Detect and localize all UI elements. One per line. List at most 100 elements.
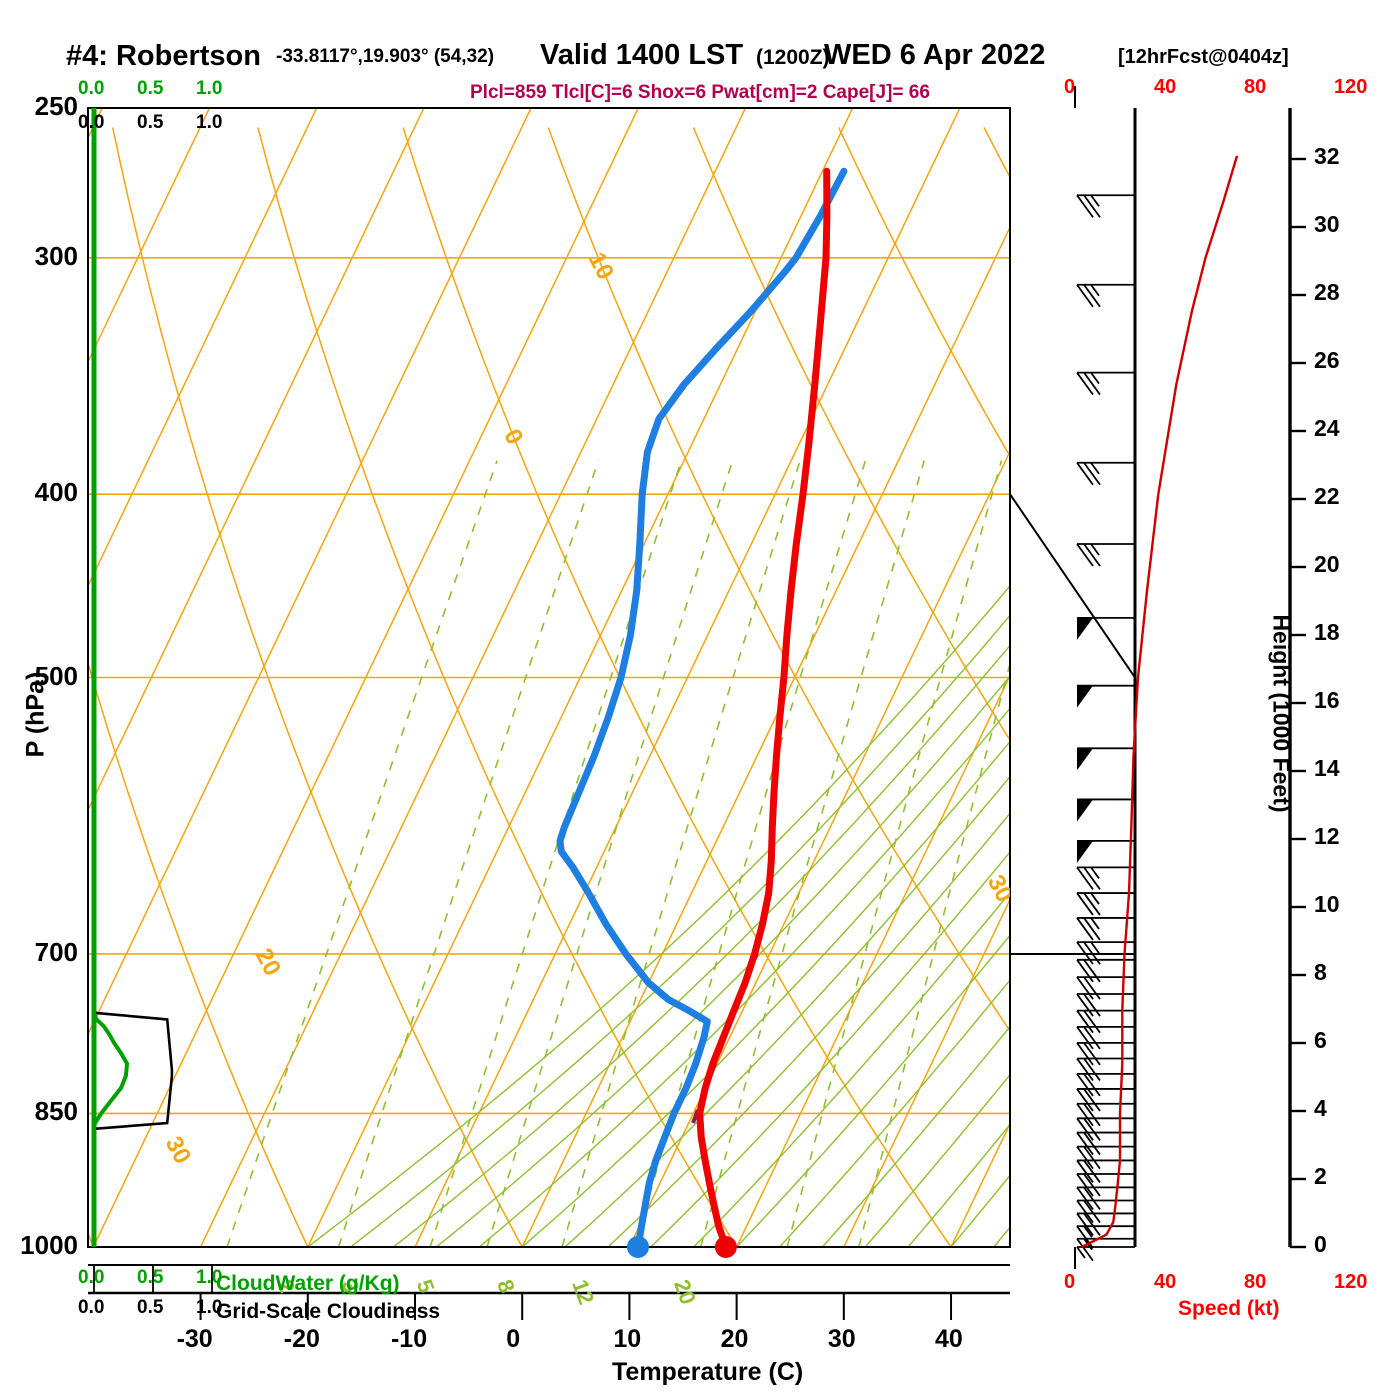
barb-full-10kt bbox=[1076, 917, 1094, 941]
barb-full-10kt bbox=[1076, 1010, 1094, 1034]
gridscale-axis-label: Grid-Scale Cloudiness bbox=[216, 1300, 441, 1323]
barb-full-10kt bbox=[1076, 993, 1094, 1017]
wind-barb bbox=[1076, 371, 1135, 396]
wind-barb bbox=[1076, 917, 1135, 941]
moist-adiabat-line bbox=[564, 775, 1010, 1247]
barb-full-10kt bbox=[1076, 1159, 1094, 1183]
valid-time: Valid 1400 LST bbox=[540, 39, 744, 71]
temperature-tick-label: -20 bbox=[283, 1325, 320, 1353]
wind-barb bbox=[1076, 1072, 1135, 1097]
isotherm-line bbox=[88, 108, 532, 1036]
barb-flag-50kt bbox=[1077, 685, 1093, 708]
wind-barb bbox=[1076, 1088, 1135, 1112]
gridscale-tick-label-top: 1.0 bbox=[196, 112, 223, 133]
moist-adiabat-line bbox=[521, 740, 1010, 1247]
barb-full-10kt bbox=[1076, 1173, 1094, 1197]
mixing-ratio-value-label: 12 bbox=[567, 1276, 599, 1308]
height-tick-label: 22 bbox=[1314, 483, 1340, 509]
mixing-ratio-line bbox=[561, 460, 801, 1247]
barb-full-10kt bbox=[1083, 1057, 1101, 1082]
wind-barb bbox=[1076, 1026, 1135, 1050]
wind-barb bbox=[1076, 866, 1135, 890]
barb-half-5kt bbox=[1090, 543, 1100, 556]
barb-half-5kt bbox=[1090, 941, 1100, 954]
barb-full-10kt bbox=[1083, 866, 1101, 890]
height-tick-label: 2 bbox=[1314, 1163, 1327, 1189]
barb-full-10kt bbox=[1076, 1212, 1094, 1236]
barb-full-10kt bbox=[1076, 1225, 1094, 1249]
barb-full-10kt bbox=[1076, 372, 1094, 396]
pressure-tick-label: 1000 bbox=[20, 1230, 78, 1260]
barb-flag-50kt bbox=[1077, 748, 1093, 771]
temperature-tick-label: 40 bbox=[935, 1325, 963, 1353]
wind-barb bbox=[1076, 1041, 1135, 1066]
gridscale-tick-label-bottom: 0.5 bbox=[137, 1297, 164, 1318]
barb-full-10kt bbox=[1083, 892, 1101, 916]
dry-adiabat-line bbox=[402, 127, 952, 1247]
barb-full-10kt bbox=[1083, 1117, 1101, 1141]
speed-tick-label-bottom: 120 bbox=[1334, 1271, 1368, 1293]
isotherm-value-label: 0 bbox=[498, 425, 528, 449]
barb-half-5kt bbox=[1090, 284, 1100, 297]
barb-half-5kt bbox=[1090, 372, 1100, 385]
isotherm-value-label: 30 bbox=[982, 870, 1018, 906]
wind-barb bbox=[1077, 616, 1135, 640]
wind-barb bbox=[1076, 194, 1135, 218]
barb-full-10kt bbox=[1083, 1088, 1101, 1112]
wind-barb bbox=[1076, 1186, 1135, 1210]
moist-adiabat-line bbox=[907, 1123, 1010, 1247]
isotherm-line bbox=[843, 897, 1010, 1247]
height-tick-label: 4 bbox=[1314, 1095, 1327, 1121]
barb-full-10kt bbox=[1083, 1159, 1101, 1183]
isotherm-line bbox=[92, 108, 639, 1247]
barb-full-10kt bbox=[1083, 1212, 1101, 1236]
mixing-ratio-value-label: 20 bbox=[669, 1276, 701, 1308]
cloudwater-tick-label-bottom: 1.0 bbox=[196, 1267, 223, 1288]
barb-full-10kt bbox=[1076, 284, 1094, 308]
gridscale-cloudiness-curve bbox=[92, 954, 174, 1247]
wind-barb bbox=[1076, 1131, 1135, 1156]
cloudwater-tick-label-bottom: 0.0 bbox=[78, 1267, 105, 1288]
wind-barb bbox=[1076, 283, 1135, 308]
gridscale-tick-label-top: 0.0 bbox=[78, 112, 105, 133]
dry-adiabat-line bbox=[257, 127, 738, 1247]
barb-full-10kt bbox=[1083, 1132, 1101, 1156]
barb-full-10kt bbox=[1083, 194, 1101, 218]
barb-half-5kt bbox=[1090, 892, 1100, 905]
mixing-ratio-line bbox=[226, 460, 498, 1247]
barb-half-5kt bbox=[1090, 462, 1100, 475]
cloudwater-curve bbox=[92, 108, 130, 1247]
dry-adiabat-line bbox=[692, 127, 1010, 742]
moist-adiabat-line bbox=[435, 675, 1010, 1247]
mixing-ratio-line bbox=[429, 460, 683, 1247]
barb-full-10kt bbox=[1083, 462, 1101, 486]
barb-full-10kt bbox=[1083, 917, 1101, 941]
cloudwater-tick-label-top: 0.5 bbox=[137, 78, 164, 99]
barb-full-10kt bbox=[1083, 1186, 1101, 1210]
mixing-ratio-line bbox=[858, 660, 1010, 1247]
mixing-ratio-line bbox=[786, 460, 1003, 1247]
barb-full-10kt bbox=[1076, 866, 1094, 890]
barb-full-10kt bbox=[1083, 1010, 1101, 1034]
speed-tick-label-bottom: 40 bbox=[1154, 1271, 1177, 1293]
pressure-tick-label: 250 bbox=[34, 91, 78, 121]
temperature-tick-label: 30 bbox=[827, 1325, 856, 1353]
sounding-curves bbox=[556, 167, 848, 1247]
barb-full-10kt bbox=[1076, 1132, 1094, 1156]
surface-markers bbox=[626, 1236, 737, 1258]
dry-adiabat-line bbox=[88, 660, 309, 1247]
isotherm-line bbox=[521, 225, 1010, 1247]
barb-full-10kt bbox=[1076, 976, 1094, 1000]
mixing-ratio-line bbox=[699, 460, 925, 1247]
barb-full-10kt bbox=[1076, 1238, 1094, 1262]
cloudwater-tick-label-top: 0.0 bbox=[78, 78, 105, 99]
barb-full-10kt bbox=[1083, 1042, 1101, 1066]
isotherm-line bbox=[88, 108, 211, 364]
speed-tick-label-bottom: 80 bbox=[1244, 1271, 1267, 1293]
moist-adiabat-line bbox=[478, 707, 1010, 1247]
height-tick-label: 20 bbox=[1314, 551, 1340, 577]
barb-half-5kt bbox=[1090, 194, 1100, 207]
isotherm-line bbox=[628, 449, 1010, 1247]
